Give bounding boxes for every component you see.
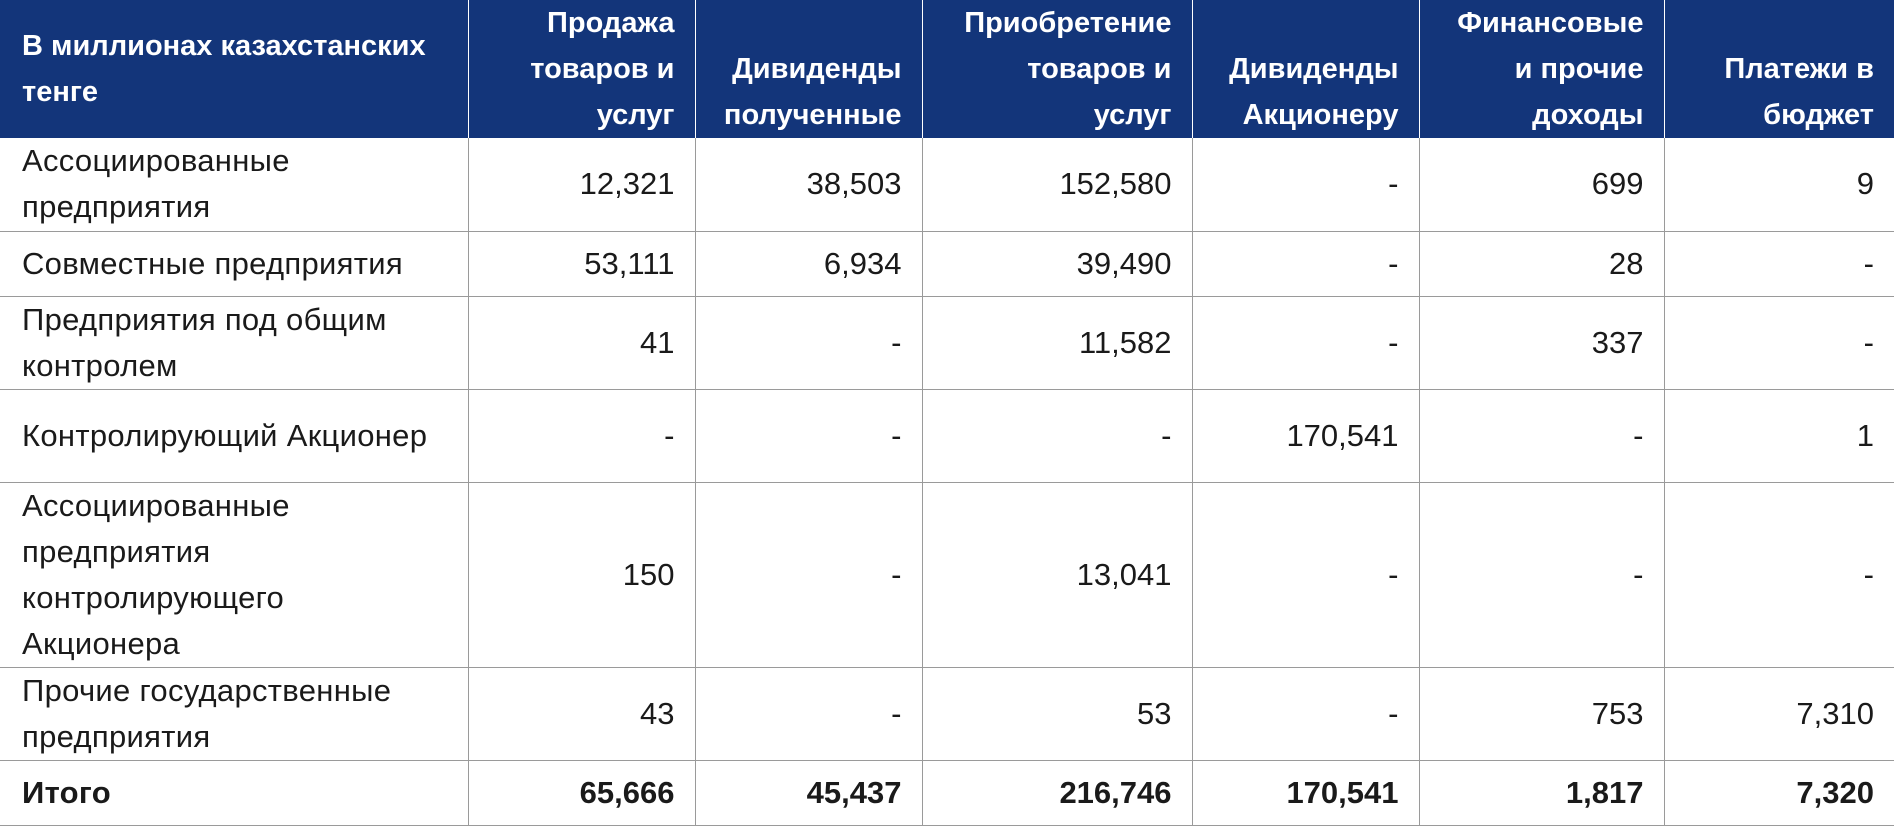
- cell: 39,490: [922, 231, 1193, 297]
- total-cell: 7,320: [1664, 760, 1894, 826]
- cell: 38,503: [695, 138, 923, 232]
- cell: -: [695, 296, 923, 390]
- cell: 28: [1419, 231, 1665, 297]
- cell: -: [1664, 296, 1894, 390]
- cell: 7,310: [1664, 667, 1894, 761]
- cell: 753: [1419, 667, 1665, 761]
- row-label: Контролирующий Акционер: [0, 389, 469, 483]
- cell: -: [1419, 482, 1665, 668]
- total-cell: 170,541: [1192, 760, 1420, 826]
- cell: -: [695, 389, 923, 483]
- cell: -: [1192, 231, 1420, 297]
- total-cell: 45,437: [695, 760, 923, 826]
- cell: -: [1192, 667, 1420, 761]
- total-cell: 216,746: [922, 760, 1193, 826]
- cell: 170,541: [1192, 389, 1420, 483]
- header-budget-payments: Платежи в бюджет: [1664, 0, 1894, 138]
- cell: -: [695, 667, 923, 761]
- table-row: Ассоциированные предприятия 12,321 38,50…: [0, 138, 1894, 232]
- header-dividends-received: Дивиденды полученные: [695, 0, 923, 138]
- table-row: Прочие государственные предприятия 43 - …: [0, 667, 1894, 761]
- cell: 41: [468, 296, 696, 390]
- cell: 53: [922, 667, 1193, 761]
- table-row: Совместные предприятия 53,111 6,934 39,4…: [0, 231, 1894, 297]
- cell: -: [1192, 138, 1420, 232]
- cell: 150: [468, 482, 696, 668]
- header-sales: Продажа товаров и услуг: [468, 0, 696, 138]
- row-label: Ассоциированные предприятия: [0, 138, 469, 232]
- cell: -: [922, 389, 1193, 483]
- cell: -: [1192, 296, 1420, 390]
- cell: 53,111: [468, 231, 696, 297]
- cell: -: [468, 389, 696, 483]
- header-row: В миллионах казахстанских тенге Продажа …: [0, 0, 1894, 138]
- row-label: Ассоциированные предприятия контролирующ…: [0, 482, 469, 668]
- header-dividends-to-shareholder: Дивиденды Акционеру: [1192, 0, 1420, 138]
- cell: 43: [468, 667, 696, 761]
- cell: -: [1192, 482, 1420, 668]
- cell: 11,582: [922, 296, 1193, 390]
- cell: 9: [1664, 138, 1894, 232]
- total-row: Итого 65,666 45,437 216,746 170,541 1,81…: [0, 760, 1894, 826]
- cell: 699: [1419, 138, 1665, 232]
- row-label: Совместные предприятия: [0, 231, 469, 297]
- header-finance-income: Финансовые и прочие доходы: [1419, 0, 1665, 138]
- total-label: Итого: [0, 760, 469, 826]
- cell: 152,580: [922, 138, 1193, 232]
- total-cell: 1,817: [1419, 760, 1665, 826]
- cell: 337: [1419, 296, 1665, 390]
- cell: 12,321: [468, 138, 696, 232]
- row-label: Прочие государственные предприятия: [0, 667, 469, 761]
- total-cell: 65,666: [468, 760, 696, 826]
- header-purchases: Приобретение товаров и услуг: [922, 0, 1193, 138]
- cell: -: [1664, 482, 1894, 668]
- cell: 1: [1664, 389, 1894, 483]
- row-label: Предприятия под общим контролем: [0, 296, 469, 390]
- cell: -: [695, 482, 923, 668]
- cell: 6,934: [695, 231, 923, 297]
- table-row: Контролирующий Акционер - - - 170,541 - …: [0, 389, 1894, 483]
- cell: -: [1664, 231, 1894, 297]
- cell: 13,041: [922, 482, 1193, 668]
- table-row: Предприятия под общим контролем 41 - 11,…: [0, 296, 1894, 390]
- cell: -: [1419, 389, 1665, 483]
- header-units: В миллионах казахстанских тенге: [0, 0, 469, 138]
- table-row: Ассоциированные предприятия контролирующ…: [0, 482, 1894, 668]
